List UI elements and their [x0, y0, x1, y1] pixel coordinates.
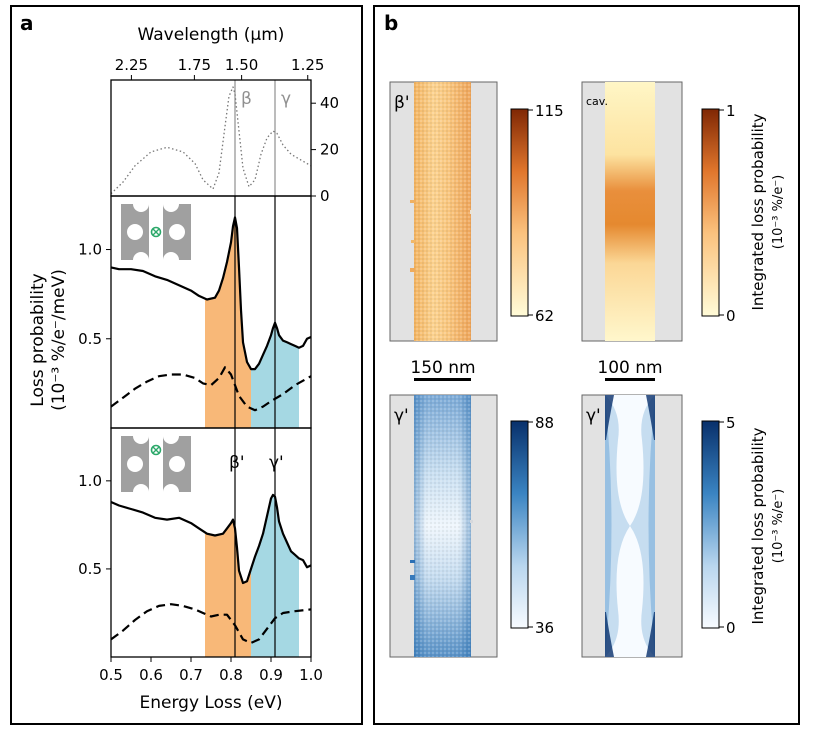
electron-beam-marker-icon: [150, 444, 162, 456]
panel-b: β' cav. γ': [389, 81, 786, 658]
x-tick-label: 1.0: [299, 666, 323, 684]
top-axis-label: Wavelength (µm): [138, 25, 285, 45]
y-tick-label: 40: [320, 94, 339, 112]
map-label: cav.: [586, 95, 608, 108]
axes-frame: [110, 427, 312, 658]
colorbar-min: 0: [726, 307, 736, 325]
map-gamma-prime-sim: γ': [581, 394, 683, 658]
x-tick-label: 0.9: [259, 666, 283, 684]
subplot-middle: 0.5 1.0: [78, 195, 312, 429]
scale-bar-left-label: 150 nm: [410, 358, 475, 378]
x-tick-label: 0.5: [99, 666, 123, 684]
map-gamma-prime-exp: γ': [389, 394, 498, 658]
y-tick-label: 0: [320, 187, 330, 205]
colorbar-gamma-prime-sim: 5 0: [701, 414, 736, 637]
map-beta-prime: β': [389, 81, 498, 342]
colorbar-gamma-prime-exp: 88 36: [510, 414, 554, 637]
x-tick-label: 0.6: [139, 666, 163, 684]
series-dashed: [110, 603, 312, 644]
colorbar-label-top-line2: (10⁻³ %/e⁻): [771, 175, 786, 249]
series-solid: [110, 493, 312, 585]
series-dashed: [110, 366, 312, 412]
colorbar-min: 62: [535, 307, 554, 325]
left-axis-label-line1: Loss probability: [28, 273, 48, 406]
map-label: γ': [586, 406, 601, 426]
electron-beam-marker-icon: [150, 226, 162, 238]
colorbar-label-bottom-line1: Integrated loss probability: [749, 427, 767, 624]
colorbar-max: 1: [726, 102, 736, 120]
structure-inset-middle: [121, 204, 191, 260]
colorbar-min: 36: [535, 619, 554, 637]
x-tick-label: 0.7: [179, 666, 203, 684]
structure-inset-bottom: [121, 436, 191, 492]
panel-a: Wavelength (µm) 2.25 1.75 1.50 1.25 Loss pr…: [28, 25, 339, 713]
colorbar-max: 5: [726, 414, 736, 432]
colorbar-label-bottom-line2: (10⁻³ %/e⁻): [771, 489, 786, 563]
mode-annotation: β': [229, 453, 245, 473]
colorbar-max: 88: [535, 414, 554, 432]
colorbar-max: 115: [535, 102, 564, 120]
x-tick-label: 0.8: [219, 666, 243, 684]
colorbar-min: 0: [726, 619, 736, 637]
shaded-band-orange: [205, 519, 251, 657]
y-tick-label: 20: [320, 141, 339, 159]
top-tick-label: 1.75: [178, 56, 211, 74]
shaded-band-orange: [205, 217, 251, 428]
panel-b-letter: b: [384, 11, 398, 35]
panel-b-frame: [373, 5, 800, 725]
mode-annotation: γ': [269, 453, 284, 473]
map-cavity: cav.: [581, 81, 683, 342]
series-dotted: [110, 86, 312, 195]
subplot-optical: 0 20 40 β γ: [110, 79, 339, 205]
top-tick-label: 1.25: [291, 56, 324, 74]
mode-annotation: β: [241, 89, 252, 109]
top-tick-label: 1.50: [225, 56, 258, 74]
colorbar-cavity: 1 0: [701, 102, 736, 325]
bottom-axis-label: Energy Loss (eV): [140, 693, 283, 713]
scale-bar-left: 150 nm: [410, 358, 476, 381]
left-axis-label-line2: (10⁻³ %/e⁻/meV): [49, 269, 69, 411]
y-tick-label: 0.5: [78, 330, 102, 348]
panel-a-letter: a: [20, 11, 34, 35]
y-tick-label: 0.5: [78, 560, 102, 578]
top-tick-label: 2.25: [115, 56, 148, 74]
series-solid: [110, 216, 312, 371]
scale-bar-right: 100 nm: [597, 358, 663, 381]
colorbar-beta-prime: 115 62: [510, 102, 564, 325]
scale-bar-right-label: 100 nm: [597, 358, 662, 378]
y-tick-label: 1.0: [78, 241, 102, 259]
mode-annotation: γ: [281, 89, 291, 109]
y-tick-label: 1.0: [78, 472, 102, 490]
subplot-bottom: 0.5 1.0 0.5 0.6 0.7 0.8 0.9 1.0 β' γ': [78, 427, 323, 684]
top-axis-ticks: 2.25 1.75 1.50 1.25: [115, 56, 324, 80]
map-label: β': [394, 93, 410, 113]
colorbar-label-top-line1: Integrated loss probability: [749, 113, 767, 310]
map-label: γ': [394, 406, 409, 426]
panel-a-frame: [10, 5, 363, 725]
